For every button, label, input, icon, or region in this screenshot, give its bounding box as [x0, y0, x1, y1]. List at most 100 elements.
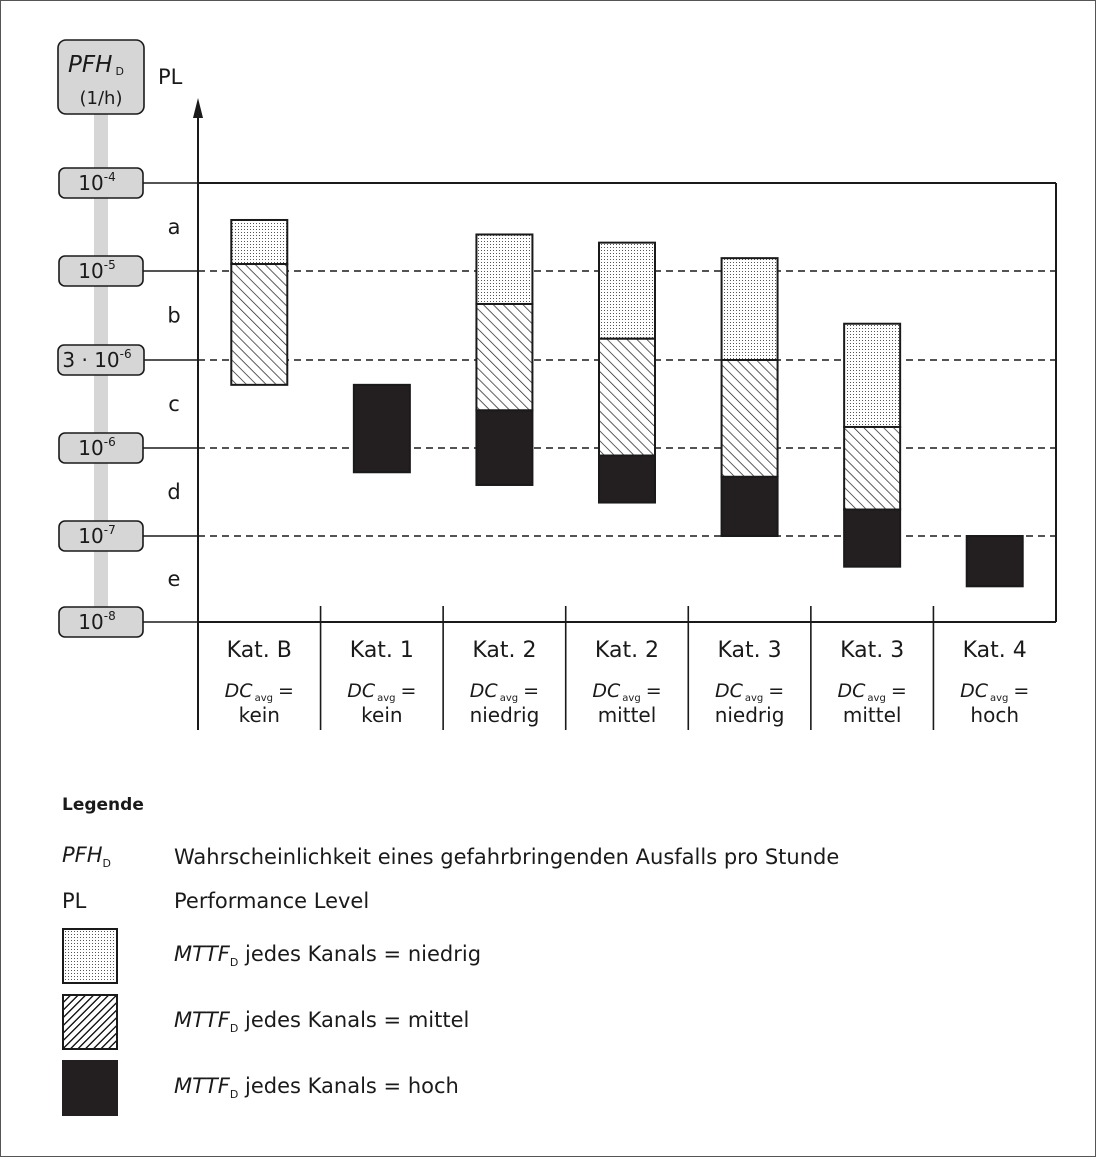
category-kat: Kat. 3 [840, 638, 904, 663]
bar-segment-niedrig [598, 241, 656, 340]
legend-value-hoch: hoch [407, 1074, 459, 1099]
legend-text-mittel: MTTFD jedes Kanals = mittel [174, 1008, 469, 1035]
tick-label: 10-4 [78, 170, 115, 195]
bar-segment-hoch [598, 454, 656, 504]
bar-segment-mittel [843, 425, 902, 511]
tick-label: 10-7 [78, 523, 115, 548]
pl-level-b: b [167, 304, 180, 328]
category-dc: DC avg = [470, 680, 539, 704]
bar-segment-mittel [230, 263, 289, 386]
category-dc: DC avg = [592, 680, 661, 704]
category-kat: Kat. B [227, 638, 292, 663]
tick-label: 10-6 [78, 435, 115, 460]
legend-key-pfh: PFHD [62, 843, 174, 870]
pl-level-a: a [168, 215, 181, 239]
legend-row-mittel: MTTFD jedes Kanals = mittel [62, 989, 1062, 1055]
bar-segment-hoch [965, 535, 1024, 588]
swatch-solid-hoch [62, 1060, 118, 1116]
pl-level-d: d [167, 480, 180, 504]
category-dc-value: mittel [598, 703, 657, 727]
gridlines [198, 270, 1056, 537]
bar-segment-niedrig [475, 233, 534, 305]
bar-segment-niedrig [720, 257, 779, 362]
legend-row-pfh: PFHD Wahrscheinlichkeit eines gefahrbrin… [62, 835, 1062, 879]
axis-titles: PFH D (1/h) PL [57, 39, 183, 115]
mttf-mid: jedes Kanals [238, 1074, 377, 1099]
category-kat: Kat. 1 [350, 638, 414, 663]
category-dc: DC avg = [347, 680, 416, 704]
pfh-pl-chart: 10-4 10-5 3 · 10-6 10-6 10-7 10-8 a b c d e Kat. … [57, 39, 1057, 730]
legend-text-hoch: MTTFD jedes Kanals = hoch [174, 1074, 459, 1101]
mttf-mid: jedes Kanals [238, 1008, 377, 1033]
legend-swatch-cell [62, 994, 174, 1050]
tick-box [58, 432, 144, 464]
y-axis-arrow [193, 98, 203, 118]
legend-pfh-sub: D [102, 857, 112, 871]
category-kat: Kat. 4 [963, 638, 1027, 663]
swatch-hatch-mittel [62, 994, 118, 1050]
tick-box [57, 344, 145, 376]
y-title-box [57, 39, 145, 115]
mttf-mid: jedes Kanals [238, 942, 377, 967]
y-unit: (1/h) [80, 88, 123, 109]
legend-pfh-key-text: PFH [62, 843, 103, 868]
tick-label: 10-5 [78, 258, 115, 283]
category-dc-value: kein [361, 703, 402, 727]
tick-label: 3 · 10-6 [62, 347, 131, 372]
bar-segment-hoch [720, 475, 779, 537]
pl-level-e: e [168, 567, 181, 591]
legend-key-pl: PL [62, 889, 87, 913]
pl-axis-title: PL [158, 65, 183, 89]
bar-segment-mittel [475, 302, 534, 412]
legend-text-pfh: Wahrscheinlichkeit eines gefahrbringende… [174, 845, 840, 869]
category-dc-value: hoch [970, 703, 1019, 727]
category-dc: DC avg = [838, 680, 907, 704]
y-ticks: 10-4 10-5 3 · 10-6 10-6 10-7 10-8 [57, 167, 198, 638]
tick-box [58, 255, 144, 287]
legend-text-pl: Performance Level [174, 889, 370, 913]
mttf-sub: D [229, 1022, 239, 1036]
legend-row-pl: PL Performance Level [62, 879, 1062, 923]
bar-segment-hoch [475, 409, 534, 486]
category-dc: DC avg = [715, 680, 784, 704]
category-dc-value: niedrig [715, 703, 785, 727]
y-title: PFH D [68, 52, 124, 78]
bars [230, 218, 1024, 588]
legend-title: Legende [62, 795, 144, 815]
category-dc-value: niedrig [470, 703, 540, 727]
mttf-eq: = [376, 1008, 408, 1033]
mttf-eq: = [376, 1074, 408, 1099]
bar-segment-mittel [598, 337, 656, 457]
legend-value-niedrig: niedrig [407, 942, 482, 967]
category-kat: Kat. 2 [472, 638, 536, 663]
mttf-eq: = [376, 942, 408, 967]
pl-levels: a b c d e [167, 215, 180, 591]
mttf-label: MTTF [174, 942, 230, 967]
bar-segment-mittel [720, 359, 779, 478]
legend-swatch-cell [62, 928, 174, 984]
bar-segment-niedrig [230, 218, 289, 266]
category-dc: DC avg = [225, 680, 294, 704]
legend-row-hoch: MTTFD jedes Kanals = hoch [62, 1055, 1062, 1121]
tick-box [58, 606, 144, 638]
mttf-sub: D [229, 956, 239, 970]
legend: Legende PFHD Wahrscheinlichkeit eines ge… [62, 795, 1062, 1121]
pl-level-c: c [168, 392, 180, 416]
legend-value-mittel: mittel [407, 1008, 470, 1033]
mttf-label: MTTF [174, 1074, 230, 1099]
category-dc-value: mittel [843, 703, 902, 727]
category-kat: Kat. 3 [718, 638, 782, 663]
tick-box [58, 167, 144, 199]
mttf-label: MTTF [174, 1008, 230, 1033]
swatch-dots-niedrig [62, 928, 118, 984]
bar-segment-hoch [843, 508, 902, 568]
bar-segment-niedrig [843, 322, 902, 428]
tick-label: 10-8 [78, 609, 115, 634]
tick-box [58, 520, 144, 552]
category-dc: DC avg = [960, 680, 1029, 704]
legend-swatch-cell [62, 1060, 174, 1116]
bar-segment-hoch [352, 383, 411, 474]
legend-text-niedrig: MTTFD jedes Kanals = niedrig [174, 942, 481, 969]
plot-frame [193, 98, 1057, 730]
